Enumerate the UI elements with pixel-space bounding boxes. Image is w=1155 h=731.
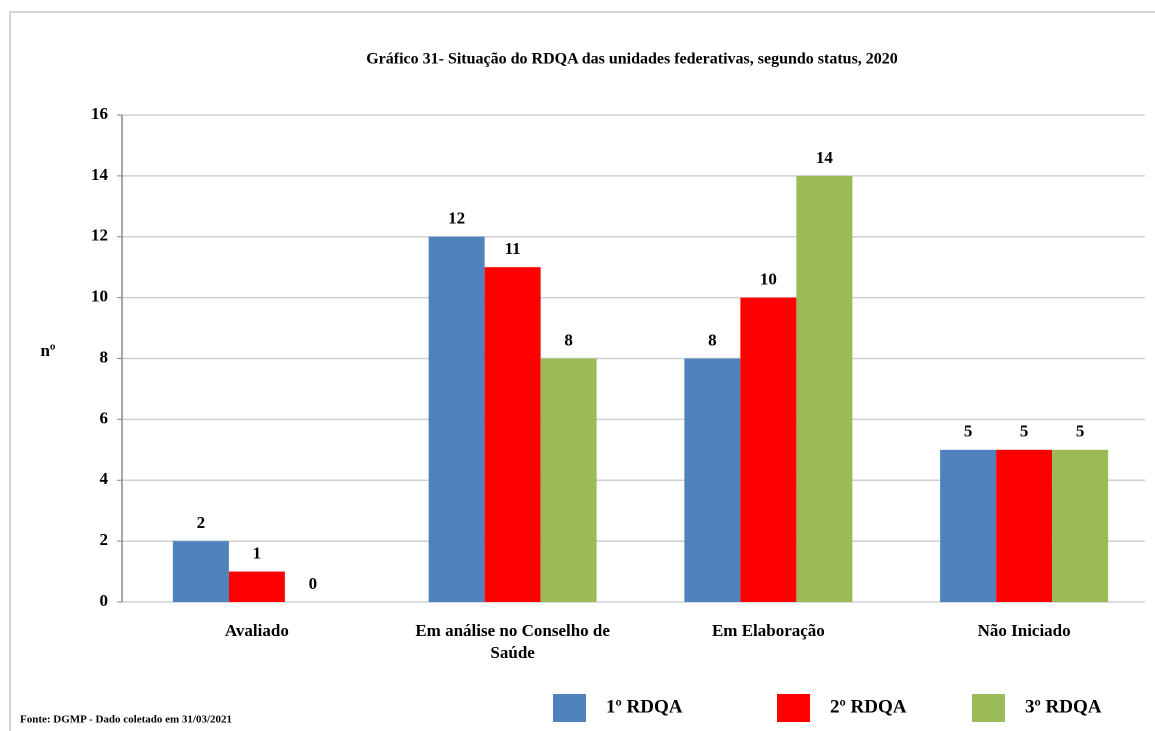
- bar: [228, 571, 285, 602]
- data-label: 14: [816, 148, 834, 167]
- data-label: 5: [1076, 422, 1085, 441]
- data-label: 2: [197, 513, 206, 532]
- bar: [940, 449, 997, 602]
- y-tick-label: 2: [100, 530, 109, 549]
- x-tick-label: Avaliado: [224, 621, 289, 640]
- bar: [172, 541, 229, 602]
- x-tick-label: Não Iniciado: [977, 621, 1071, 640]
- y-tick-label: 14: [91, 165, 109, 184]
- legend-swatch: [972, 694, 1005, 722]
- y-tick-label: 4: [100, 469, 109, 488]
- chart-title: Gráfico 31- Situação do RDQA das unidade…: [366, 51, 898, 68]
- bar: [796, 175, 853, 602]
- y-tick-label: 12: [91, 226, 108, 245]
- bar: [484, 267, 541, 602]
- y-tick-label: 6: [100, 408, 109, 427]
- bar: [540, 358, 597, 602]
- data-label: 12: [448, 209, 465, 228]
- data-label: 1: [253, 543, 262, 562]
- legend-label: 2º RDQA: [830, 696, 907, 717]
- source-note: Fonte: DGMP - Dado coletado em 31/03/202…: [20, 714, 232, 726]
- legend-swatch: [553, 694, 586, 722]
- y-tick-label: 0: [100, 591, 109, 610]
- data-label: 5: [964, 422, 973, 441]
- bar: [996, 449, 1053, 602]
- x-tick-label: Em análise no Conselho de Saúde: [415, 621, 610, 662]
- y-tick-label: 16: [91, 104, 108, 123]
- y-tick-label: 10: [91, 287, 108, 306]
- x-tick-label: Em Elaboração: [711, 621, 825, 640]
- data-label: 8: [564, 330, 573, 349]
- y-axis-label: nº: [40, 341, 55, 360]
- bar: [428, 236, 485, 602]
- legend-label: 3º RDQA: [1025, 696, 1102, 717]
- y-tick-label: 8: [100, 347, 109, 366]
- data-label: 10: [760, 270, 777, 289]
- data-label: 0: [309, 574, 318, 593]
- bar: [1052, 449, 1109, 602]
- data-label: 5: [1020, 422, 1029, 441]
- bar: [684, 358, 741, 602]
- chart-border: [9, 11, 1155, 731]
- data-label: 11: [505, 239, 521, 258]
- bar: [740, 297, 797, 602]
- legend-label: 1º RDQA: [606, 696, 683, 717]
- data-label: 8: [708, 330, 717, 349]
- legend-swatch: [777, 694, 810, 722]
